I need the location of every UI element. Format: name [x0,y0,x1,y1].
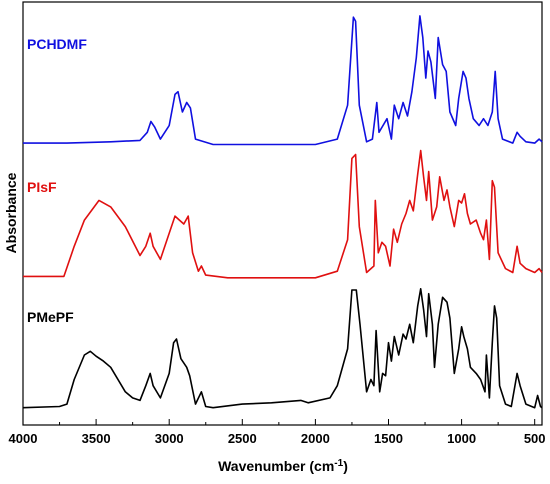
x-tick-label: 4000 [9,431,38,446]
x-axis-ticks: 4000 3500 3000 2500 2000 1500 1000 500 [9,419,546,446]
x-axis-label-close: ) [343,458,348,474]
plot-frame [22,1,543,426]
x-tick-label: 500 [524,431,546,446]
y-axis-label: Absorbance [3,172,19,253]
x-tick-label: 1500 [374,431,403,446]
x-tick-label: 3000 [155,431,184,446]
x-axis-label-unit-exponent: -1 [334,458,343,469]
series-label-pisf: PIsF [27,179,57,195]
series-line-pmepf [22,288,543,409]
series-layer [22,15,543,409]
series-line-pisf [23,149,543,279]
x-tick-label: 3500 [82,431,111,446]
x-axis-label-main: Wavenumber (cm [218,458,334,474]
series-line-pchdmf [23,15,543,146]
series-label-pchdmf: PCHDMF [27,36,87,52]
x-tick-label: 2500 [228,431,257,446]
x-tick-label: 2000 [301,431,330,446]
x-axis-label: Wavenumber (cm-1) [218,458,348,474]
x-tick-label: 1000 [447,431,476,446]
series-label-pmepf: PMePF [27,309,74,325]
